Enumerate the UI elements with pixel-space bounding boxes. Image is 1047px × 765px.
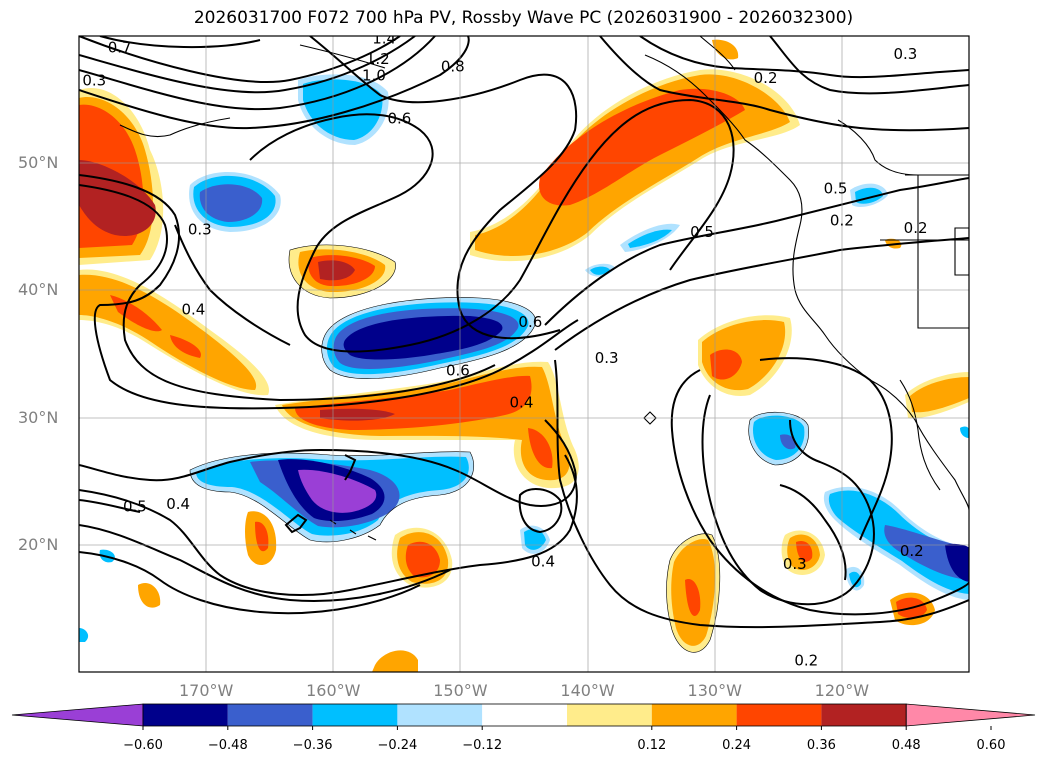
contour-label: 0.2 bbox=[754, 69, 778, 87]
map-title: 2026031700 F072 700 hPa PV, Rossby Wave … bbox=[193, 8, 854, 28]
colorbar-tick-label: 0.48 bbox=[891, 738, 921, 753]
positive-anomaly-region bbox=[170, 335, 201, 358]
lat-label: 50°N bbox=[18, 153, 59, 173]
positive-anomaly-region bbox=[685, 579, 701, 617]
colorbar-tick-label: 0.12 bbox=[637, 738, 667, 753]
contour-label: 0.6 bbox=[446, 362, 470, 380]
contour-label: 0.4 bbox=[510, 393, 534, 411]
lon-label: 140°W bbox=[560, 681, 615, 700]
negative-anomaly-region bbox=[199, 184, 263, 222]
colorbar-swatch bbox=[736, 704, 822, 726]
positive-anomaly-region bbox=[910, 377, 969, 413]
contour-label: 0.3 bbox=[595, 349, 619, 367]
lat-label: 40°N bbox=[18, 280, 59, 300]
contour-label: 0.6 bbox=[518, 313, 542, 331]
contour-label: 1.0 bbox=[362, 66, 386, 84]
negative-anomaly-region bbox=[884, 525, 969, 580]
pv-anomaly-shading bbox=[79, 39, 969, 672]
lon-label: 170°W bbox=[178, 681, 234, 700]
colorbar-extend-low bbox=[11, 703, 144, 727]
contour-label: 0.3 bbox=[916, 669, 940, 687]
colorbar-tick-label: −0.24 bbox=[377, 738, 418, 753]
contour-label: 0.6 bbox=[387, 110, 411, 128]
contour-label: 0.4 bbox=[166, 495, 190, 513]
positive-anomaly-region bbox=[318, 260, 355, 281]
colorbar-tick-label: 0.60 bbox=[976, 738, 1006, 753]
colorbar-tick-label: 0.24 bbox=[722, 738, 752, 753]
contour-label: 0.2 bbox=[900, 542, 924, 560]
anomaly-outlines bbox=[189, 244, 809, 653]
contour-label: 1.2 bbox=[366, 50, 390, 68]
negative-anomaly-region bbox=[303, 79, 383, 140]
lat-label: 30°N bbox=[18, 407, 59, 427]
positive-anomaly-region bbox=[372, 650, 418, 672]
positive-anomaly-region bbox=[138, 582, 161, 608]
contour-label: 0.7 bbox=[108, 38, 132, 56]
contour-label: 1.4 bbox=[372, 30, 396, 48]
contour-label: 0.4 bbox=[531, 552, 555, 570]
negative-anomaly-region bbox=[945, 543, 969, 582]
positive-anomaly-region bbox=[528, 428, 553, 469]
colorbar-tick-label: −0.12 bbox=[462, 738, 503, 753]
positive-anomaly-region bbox=[255, 521, 269, 552]
negative-anomaly-region bbox=[960, 426, 969, 438]
contour-label: 0.3 bbox=[82, 72, 106, 90]
gridlines bbox=[79, 36, 969, 672]
contour-label: 0.2 bbox=[904, 219, 928, 237]
colorbar-tick-label: −0.36 bbox=[292, 738, 333, 753]
negative-anomaly-region bbox=[849, 571, 862, 588]
colorbar-swatch bbox=[227, 704, 313, 726]
contour-label: 0.8 bbox=[441, 58, 465, 76]
contour-label: 0.5 bbox=[123, 498, 147, 516]
colorbar-extend-high bbox=[905, 703, 1036, 727]
contour-label: 0.2 bbox=[830, 211, 854, 229]
contour-label: 0.2 bbox=[794, 652, 818, 670]
colorbar-tick-label: −0.48 bbox=[207, 738, 248, 753]
negative-anomaly-region bbox=[298, 469, 377, 513]
lon-label: 130°W bbox=[687, 681, 742, 700]
positive-anomaly-region bbox=[539, 88, 745, 206]
negative-anomaly-region bbox=[780, 434, 796, 450]
contour-label: 0.5 bbox=[690, 223, 714, 241]
contour-label: 0.3 bbox=[188, 220, 212, 238]
lat-label: 20°N bbox=[18, 534, 59, 554]
colorbar-swatch bbox=[567, 704, 652, 726]
negative-anomaly-region bbox=[590, 266, 610, 275]
lon-label: 120°W bbox=[814, 681, 870, 700]
colorbar-tick-label: 0.36 bbox=[806, 738, 836, 753]
negative-anomaly-region bbox=[628, 229, 672, 248]
positive-anomaly-region bbox=[405, 541, 440, 578]
colorbar-swatch bbox=[143, 704, 228, 726]
positive-anomaly-region bbox=[79, 160, 156, 236]
colorbar-swatch bbox=[312, 704, 398, 726]
positive-anomaly-region bbox=[79, 274, 257, 390]
negative-anomaly-region bbox=[79, 628, 89, 642]
positive-anomaly-region bbox=[712, 39, 739, 60]
positive-anomaly-region bbox=[710, 349, 742, 380]
colorbar bbox=[11, 703, 1036, 730]
colorbar-swatch bbox=[397, 704, 483, 726]
colorbar-tick-label: −0.60 bbox=[123, 738, 163, 753]
contour-label: 0.4 bbox=[181, 300, 205, 318]
colorbar-swatch bbox=[821, 704, 907, 726]
contour-label: 0.3 bbox=[783, 555, 807, 573]
lon-label: 150°W bbox=[433, 681, 488, 700]
contour-label: 0.5 bbox=[824, 180, 848, 198]
colorbar-swatch bbox=[482, 704, 567, 726]
map-frame bbox=[78, 35, 970, 673]
colorbar-swatch bbox=[651, 704, 737, 726]
lon-label: 160°W bbox=[306, 681, 361, 700]
contour-label: 0.3 bbox=[893, 45, 917, 63]
positive-anomaly-region bbox=[796, 540, 813, 562]
contour-labels: 1.4 1.21.0 0.8 0.7 0.6 0.3 0.3 0.4 0.2 0.3 0.5 0.6 0… bbox=[82, 30, 940, 687]
